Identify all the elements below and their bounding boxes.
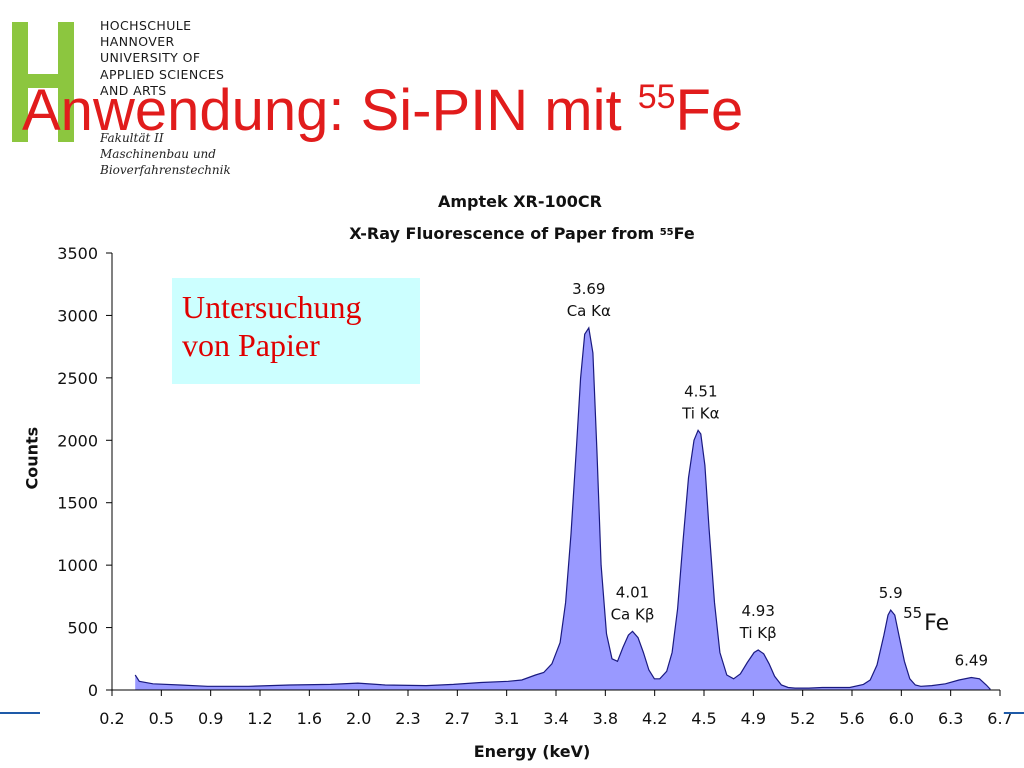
- peak-value-label: 4.51: [684, 382, 717, 400]
- peak-value-label: 3.69: [572, 280, 605, 298]
- x-tick-label: 0.9: [198, 709, 223, 728]
- faculty-line: Bioverfahrenstechnik: [100, 163, 231, 176]
- peak-value-label: 4.01: [616, 583, 649, 601]
- slide-title: Anwendung: Si-PIN mit 55Fe: [22, 80, 743, 140]
- university-line: HANNOVER: [100, 34, 175, 50]
- y-tick-label: 2500: [57, 369, 98, 388]
- x-tick-label: 2.7: [445, 709, 470, 728]
- peak-value-label: 6.49: [955, 652, 988, 670]
- x-tick-label: 2.3: [395, 709, 420, 728]
- peak-line-label: Ca Kα: [567, 302, 611, 320]
- hochschule-logo: [12, 22, 74, 142]
- annotation-line: von Papier: [182, 327, 320, 363]
- y-tick-label: 3500: [57, 244, 98, 263]
- x-tick-label: 5.2: [790, 709, 815, 728]
- chart-subtitle-sup: 55: [659, 227, 674, 238]
- y-tick-label: 500: [67, 619, 98, 638]
- x-tick-label: 1.6: [297, 709, 322, 728]
- axes-group: 0 500 1000 1500 2000 2500 3000 3500 0.2 0.5 0.9 1.2…: [57, 244, 1012, 728]
- x-tick-label: 3.1: [494, 709, 519, 728]
- spectrum-area-group: [134, 326, 991, 690]
- source-label-main: Fe: [924, 611, 949, 636]
- university-line: AND ARTS: [100, 82, 167, 98]
- chart-subtitle-tail: Fe: [673, 224, 695, 243]
- chart-subtitle-main: X-Ray Fluorescence of Paper from: [349, 224, 660, 243]
- y-tick-label: 0: [88, 681, 98, 700]
- slide-title-tail: Fe: [675, 78, 744, 143]
- peak-value-label: 4.93: [741, 602, 774, 620]
- x-tick-label: 2.0: [346, 709, 371, 728]
- annotation-box: Untersuchung von Papier: [172, 278, 420, 384]
- annotation-group: 3.69 Ca Kα 4.01 Ca Kβ 4.51 Ti Kα 4.93 Ti Kβ 5.9 6…: [567, 280, 988, 670]
- university-line: APPLIED SCIENCES: [100, 66, 225, 82]
- source-label-sup: 55: [903, 604, 922, 622]
- faculty-line: Maschinenbau und: [100, 147, 216, 161]
- peak-line-label: Ca Kβ: [611, 605, 655, 623]
- university-name: HOCHSCHULE HANNOVER UNIVERSITY OF APPLIE…: [100, 18, 270, 99]
- university-line: HOCHSCHULE: [100, 18, 192, 33]
- x-tick-label: 3.4: [543, 709, 568, 728]
- logo-crossbar: [12, 74, 74, 88]
- y-tick-label: 2000: [57, 431, 98, 450]
- chart-title: Amptek XR-100CR: [438, 192, 602, 211]
- peak-value-label: 5.9: [879, 584, 903, 602]
- x-tick-label: 0.2: [99, 709, 124, 728]
- peak-line-label: Ti Kα: [681, 404, 719, 422]
- faculty-name: Fakultät II Maschinenbau und Bioverfahre…: [100, 130, 270, 176]
- left-edge-line: [0, 712, 40, 714]
- y-tick-label: 1500: [57, 494, 98, 513]
- spectrum-line: [134, 326, 991, 690]
- university-line: UNIVERSITY OF: [100, 50, 201, 66]
- faculty-line: Fakultät II: [100, 131, 164, 145]
- slide-title-main: Anwendung: Si-PIN mit: [22, 78, 638, 143]
- right-edge-line: [1004, 712, 1024, 714]
- annotation-line: Untersuchung: [182, 289, 362, 325]
- x-tick-label: 4.9: [741, 709, 766, 728]
- x-tick-label: 4.2: [642, 709, 667, 728]
- x-tick-label: 3.8: [593, 709, 618, 728]
- peak-line-label: Ti Kβ: [739, 624, 777, 642]
- x-tick-label: 0.5: [149, 709, 174, 728]
- y-tick-label: 1000: [57, 556, 98, 575]
- x-axis-label: Energy (keV): [473, 742, 591, 761]
- y-tick-label: 3000: [57, 306, 98, 325]
- x-tick-label: 6.0: [889, 709, 914, 728]
- slide-title-sup: 55: [637, 78, 676, 116]
- chart-subtitle: X-Ray Fluorescence of Paper from 55Fe: [0, 224, 1024, 243]
- x-tick-label: 1.2: [247, 709, 272, 728]
- x-tick-label: 4.5: [691, 709, 716, 728]
- x-tick-label: 6.3: [938, 709, 963, 728]
- x-tick-label: 5.6: [839, 709, 864, 728]
